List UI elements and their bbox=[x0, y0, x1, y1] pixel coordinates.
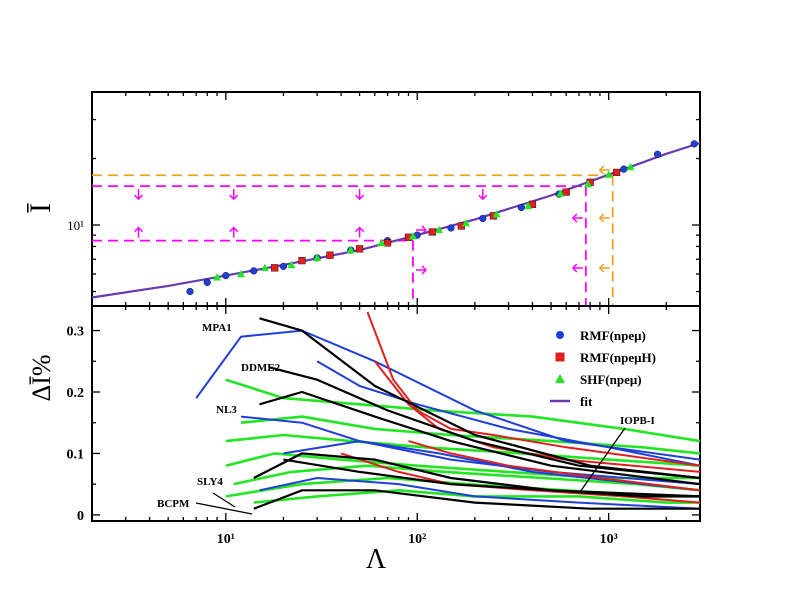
shf-npemu-curve bbox=[225, 433, 700, 467]
rmf-npemu-point bbox=[279, 262, 288, 270]
bound-arrowhead bbox=[229, 226, 239, 233]
rmf-npemuh-point bbox=[383, 239, 392, 247]
eos-ddme2-curve bbox=[269, 366, 700, 480]
bound-arrowhead bbox=[421, 265, 428, 275]
annotation-pointer bbox=[195, 502, 253, 515]
shf-npemu-curve bbox=[240, 415, 700, 455]
rmf-npemu-curve bbox=[316, 360, 700, 467]
rmf-npemuh-point bbox=[326, 251, 334, 259]
shf-npemu-point bbox=[492, 209, 501, 218]
rmf-npemu-point bbox=[690, 140, 698, 148]
shf-npemu-point bbox=[260, 263, 269, 272]
top-y-tick-label: 10¹ bbox=[67, 218, 84, 233]
fit-line bbox=[92, 141, 700, 299]
rmf-npemu-point bbox=[479, 214, 487, 223]
shf-npemu-point bbox=[626, 162, 635, 171]
annotation-bcpm: BCPM bbox=[157, 498, 190, 510]
bottom-y-tick-label: 0.2 bbox=[67, 386, 85, 401]
rmf-npemu-point bbox=[653, 150, 662, 158]
rmf-npemu-point bbox=[447, 224, 455, 232]
annotation-sly4: SLY4 bbox=[197, 476, 223, 488]
rmf-npemuh-point bbox=[356, 245, 364, 253]
legend-marker-square bbox=[555, 352, 565, 362]
shf-npemu-point bbox=[584, 180, 593, 188]
bound-arrowhead bbox=[571, 213, 578, 223]
bound-arrowhead bbox=[229, 194, 239, 201]
shf-npemu-point bbox=[604, 170, 613, 178]
bound-arrowhead bbox=[133, 226, 144, 233]
rmf-npemuh-point bbox=[428, 228, 436, 236]
rmf-npemuh-curve bbox=[408, 440, 700, 492]
x-tick-label: 10³ bbox=[600, 532, 618, 547]
bound-arrowhead bbox=[355, 226, 365, 233]
top-plot-area bbox=[92, 140, 700, 306]
rmf-npemu-point bbox=[620, 165, 628, 173]
shf-npemu-point bbox=[556, 189, 565, 197]
rmf-npemu-point bbox=[517, 203, 525, 212]
bottom-y-tick-label: 0.1 bbox=[67, 447, 85, 462]
legend-label: fit bbox=[580, 394, 593, 409]
shf-npemu-point bbox=[287, 260, 296, 269]
rmf-npemu-point bbox=[203, 278, 211, 286]
bottom-y-axis-label: ΔĪ% bbox=[27, 354, 56, 401]
bottom-y-tick-label: 0 bbox=[77, 509, 84, 524]
bound-arrowhead bbox=[598, 213, 605, 223]
bound-arrowhead bbox=[598, 263, 605, 273]
annotation-nl3: NL3 bbox=[216, 404, 237, 416]
bottom-plot-frame bbox=[91, 305, 701, 522]
shf-npemu-point bbox=[524, 201, 533, 210]
bottom-x-axis-label: Λ bbox=[366, 544, 387, 575]
shf-npemu-point bbox=[377, 238, 386, 247]
bottom-y-tick-label: 0.3 bbox=[67, 325, 85, 340]
rmf-npemuh-curve bbox=[366, 311, 700, 467]
legend-label: SHF(npeμ) bbox=[580, 372, 642, 387]
rmf-npemu-point bbox=[250, 267, 258, 275]
legend-marker-circle bbox=[556, 331, 564, 339]
rmf-npemuh-point bbox=[298, 257, 306, 265]
annotation-mpa1: MPA1 bbox=[202, 322, 232, 334]
x-tick-label: 10² bbox=[408, 532, 426, 547]
shf-npemu-point bbox=[313, 253, 322, 262]
rmf-npemu-point bbox=[222, 272, 230, 280]
rmf-npemuh-point bbox=[271, 264, 279, 272]
legend-label: RMF(npeμ) bbox=[580, 328, 646, 343]
rmf-npemu-point bbox=[186, 287, 194, 296]
shf-npemu-point bbox=[236, 269, 245, 278]
legend-marker-triangle bbox=[555, 374, 565, 383]
annotation-iopb-i: IOPB-I bbox=[620, 415, 655, 427]
shf-npemu-point bbox=[213, 273, 222, 281]
eos-bcpm-curve bbox=[253, 489, 700, 510]
eos-iopb-i-curve bbox=[283, 458, 700, 498]
top-y-axis-label: Ī bbox=[24, 203, 57, 213]
shf-npemu-point bbox=[408, 232, 417, 240]
rmf-npemuh-point bbox=[562, 188, 570, 196]
x-tick-label: 10¹ bbox=[217, 532, 235, 547]
bottom-plot-area bbox=[195, 311, 700, 510]
legend-label: RMF(npeμH) bbox=[580, 350, 656, 365]
bound-arrowhead bbox=[355, 194, 365, 201]
bound-arrowhead bbox=[598, 165, 605, 175]
annotation-pointer bbox=[579, 427, 626, 493]
top-panel: 10¹ bbox=[67, 91, 701, 307]
bound-arrowhead bbox=[571, 263, 578, 273]
rmf-npemuh-point bbox=[612, 168, 621, 177]
bottom-panel: 0 0.1 0.2 0.3 10¹ 10² 10³ MPA1 DDME2 NL3 SLY4 BCPM I… bbox=[67, 305, 701, 547]
shf-npemu-curve bbox=[225, 378, 700, 443]
annotation-ddme2: DDME2 bbox=[241, 362, 281, 374]
annotation-pointer bbox=[212, 492, 236, 508]
shf-npemu-point bbox=[435, 225, 444, 234]
shf-npemu-point bbox=[462, 218, 471, 227]
shf-npemu-point bbox=[346, 245, 355, 254]
bound-arrowhead bbox=[478, 194, 488, 201]
rmf-npemu-curve bbox=[259, 476, 700, 510]
legend: RMF(npeμ) RMF(npeμH) SHF(npeμ) fit bbox=[550, 328, 656, 409]
top-plot-frame bbox=[91, 91, 701, 307]
eos-nl3-curve bbox=[259, 390, 700, 486]
bound-arrowhead bbox=[133, 194, 144, 201]
